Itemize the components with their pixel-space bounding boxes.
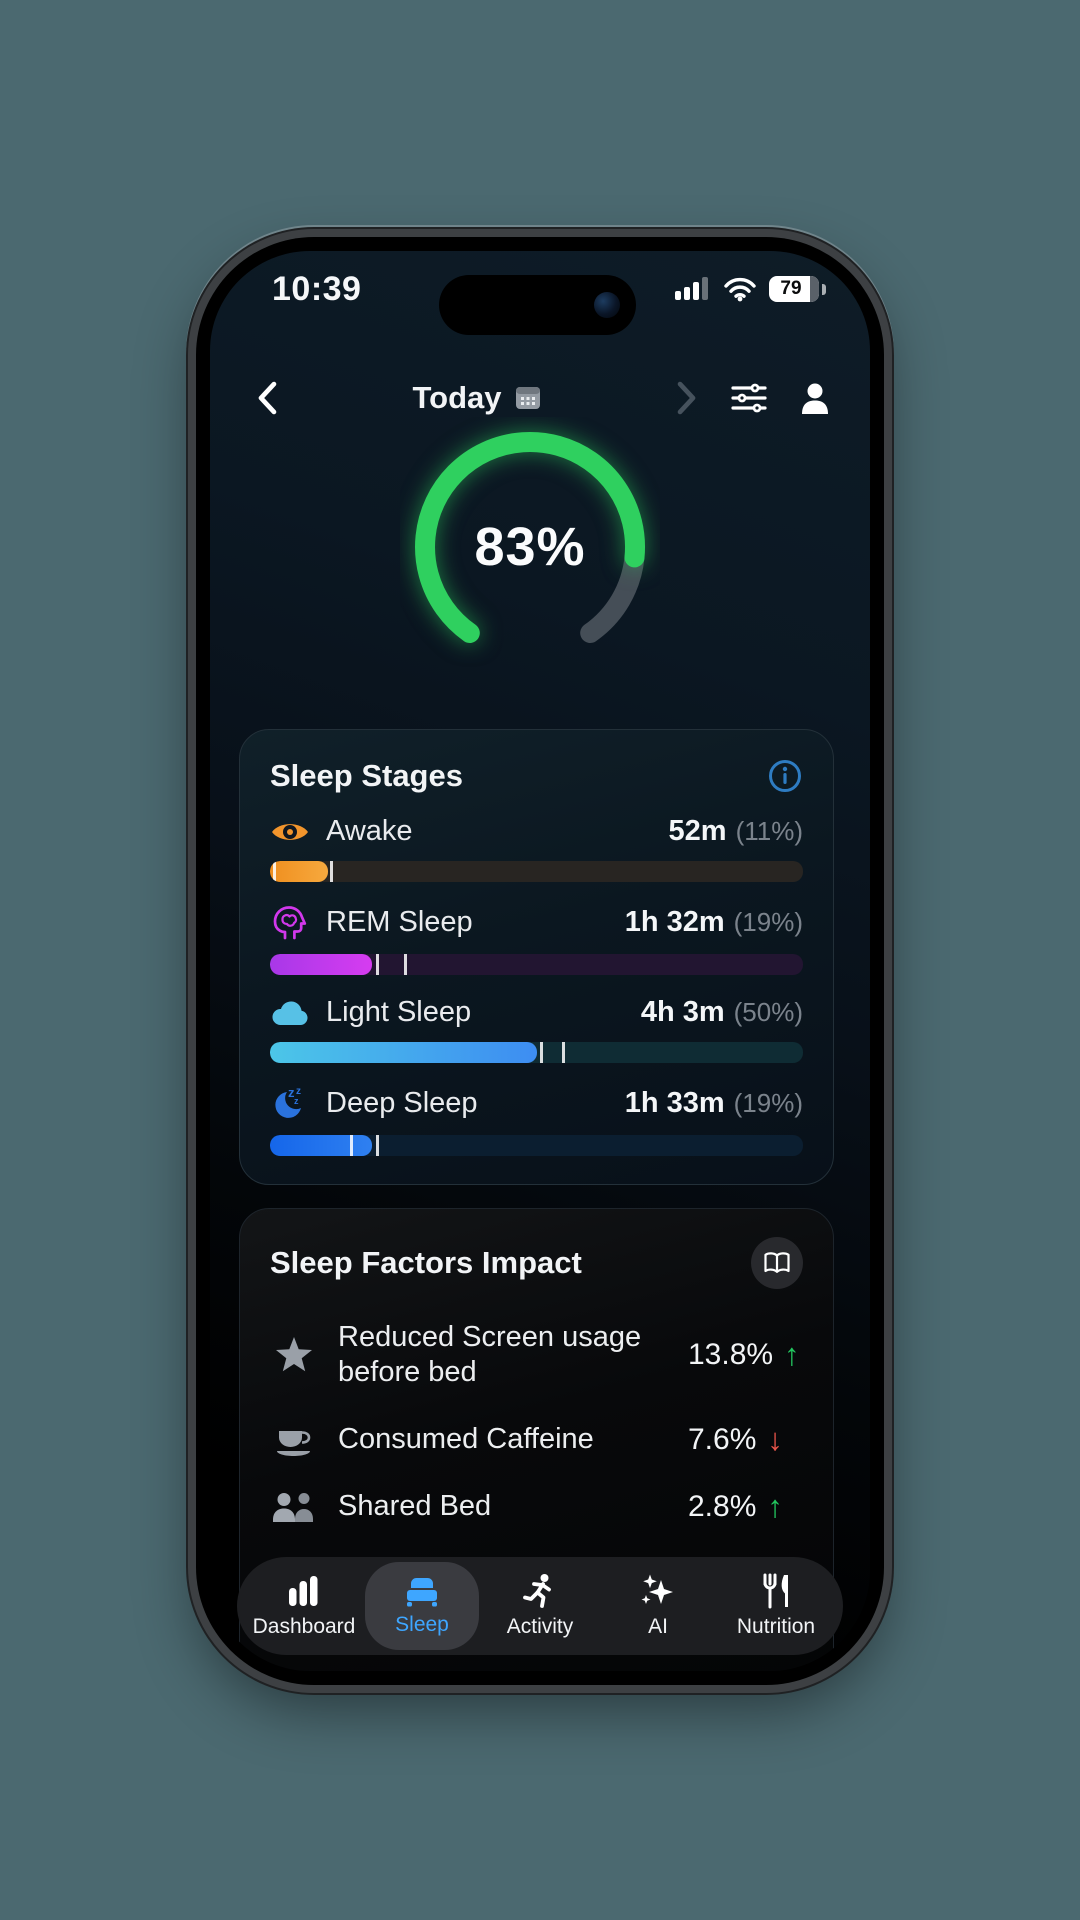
- fork-knife-icon: [763, 1573, 788, 1609]
- sleep-stages-card: Sleep Stages: [239, 729, 834, 1185]
- phone-frame: 10:39 7: [196, 237, 884, 1685]
- book-icon: [764, 1252, 790, 1273]
- header: Today: [210, 369, 870, 427]
- journal-button[interactable]: [751, 1237, 803, 1289]
- sleep-stages-title: Sleep Stages: [270, 758, 463, 793]
- battery-percent: 79: [780, 278, 802, 299]
- stage-progress-bar: [270, 954, 803, 975]
- bed-icon: [407, 1578, 437, 1607]
- front-camera: [594, 292, 620, 318]
- wifi-icon: [724, 277, 756, 302]
- tab-bar: Dashboard Sleep: [237, 1557, 843, 1655]
- sleep-score-value: 83%: [474, 517, 586, 577]
- eye-icon: [270, 817, 310, 847]
- star-icon: [270, 1336, 318, 1374]
- trend-up-icon: ↑: [767, 1488, 783, 1524]
- info-icon[interactable]: [767, 758, 803, 794]
- back-chevron-icon[interactable]: [256, 380, 280, 416]
- stage-rem: REM Sleep 1h 32m (19%): [270, 903, 803, 975]
- people-icon: [270, 1489, 318, 1525]
- tab-ai[interactable]: AI: [601, 1562, 715, 1650]
- factor-row-screen-usage: Reduced Screen usage before bed 13.8% ↑: [270, 1320, 803, 1391]
- score-arc-active: [415, 432, 645, 643]
- calendar-icon: [515, 387, 540, 409]
- tab-sleep[interactable]: Sleep: [365, 1562, 479, 1650]
- trend-down-icon: ↓: [767, 1421, 783, 1457]
- sleep-factors-title: Sleep Factors Impact: [270, 1245, 582, 1280]
- sleep-score-gauge: 83%: [400, 417, 660, 677]
- factor-row-caffeine: Consumed Caffeine 7.6% ↓: [270, 1422, 803, 1458]
- stage-deep: z z z Deep Sleep 1h 33m (19%): [270, 1084, 803, 1156]
- moon-zzz-icon: z z z: [270, 1084, 310, 1122]
- battery-cap: [822, 283, 826, 295]
- stage-light: Light Sleep 4h 3m (50%): [270, 996, 803, 1063]
- tab-dashboard[interactable]: Dashboard: [247, 1562, 361, 1650]
- trend-up-icon: ↑: [784, 1337, 800, 1373]
- cellular-signal-icon: [675, 276, 708, 300]
- tab-nutrition[interactable]: Nutrition: [719, 1562, 833, 1650]
- battery-icon: 79: [769, 276, 819, 302]
- filter-sliders-icon[interactable]: [730, 382, 768, 414]
- bar-chart-icon: [289, 1576, 318, 1606]
- svg-text:z: z: [294, 1096, 299, 1106]
- stage-progress-bar: [270, 861, 803, 882]
- svg-text:z: z: [288, 1085, 295, 1100]
- stage-progress-bar: [270, 1042, 803, 1063]
- sparkles-icon: [641, 1574, 673, 1604]
- next-day-chevron-icon[interactable]: [674, 380, 698, 416]
- stage-awake: Awake 52m (11%): [270, 815, 803, 882]
- factor-row-shared-bed: Shared Bed 2.8% ↑: [270, 1489, 803, 1525]
- app-screen: 10:39 7: [210, 251, 870, 1671]
- dynamic-island: [439, 275, 636, 335]
- brain-head-icon: [270, 903, 310, 941]
- coffee-cup-icon: [270, 1422, 318, 1458]
- cloud-icon: [270, 999, 310, 1027]
- status-bar: 10:39 7: [210, 269, 870, 309]
- profile-icon[interactable]: [800, 382, 830, 414]
- svg-text:z: z: [296, 1086, 301, 1097]
- date-label: Today: [412, 380, 502, 415]
- clock: 10:39: [272, 269, 362, 308]
- runner-icon: [523, 1574, 551, 1608]
- date-selector[interactable]: Today: [312, 380, 642, 416]
- stage-progress-bar: [270, 1135, 803, 1156]
- tab-activity[interactable]: Activity: [483, 1562, 597, 1650]
